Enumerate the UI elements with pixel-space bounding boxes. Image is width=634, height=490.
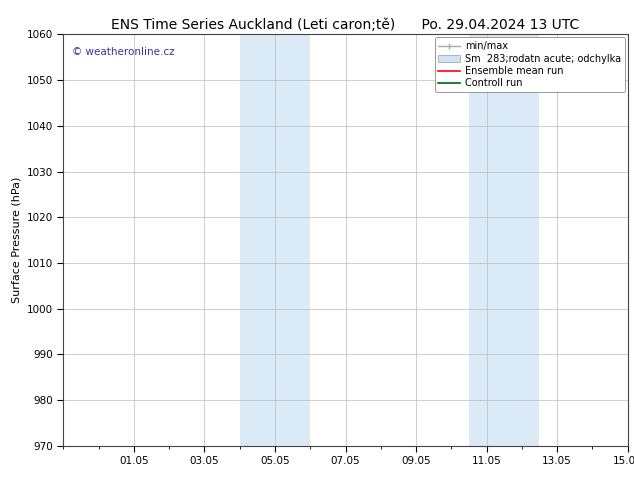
Bar [240,34,310,446]
Y-axis label: Surface Pressure (hPa): Surface Pressure (hPa) [11,177,21,303]
Bar [469,34,540,446]
Title: ENS Time Series Auckland (Leti caron;tě)      Po. 29.04.2024 13 UTC: ENS Time Series Auckland (Leti caron;tě)… [112,18,579,32]
Text: © weatheronline.cz: © weatheronline.cz [72,47,174,57]
Legend: min/max, Sm  283;rodatn acute; odchylka, Ensemble mean run, Controll run: min/max, Sm 283;rodatn acute; odchylka, … [434,37,624,92]
